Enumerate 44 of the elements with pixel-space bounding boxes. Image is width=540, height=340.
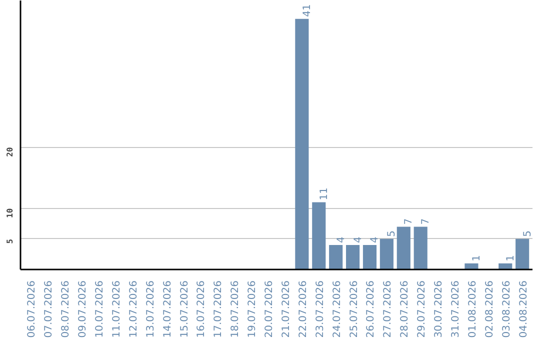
x-tick-label: 20.07.2026 <box>264 280 276 338</box>
data-label: 41 <box>302 4 313 17</box>
x-tick-label: 18.07.2026 <box>230 280 242 338</box>
x-tick-label: 19.07.2026 <box>247 280 258 338</box>
data-label: 5 <box>386 230 398 237</box>
x-tick-label: 27.07.2026 <box>382 280 394 338</box>
x-tick-label: 17.07.2026 <box>213 280 224 338</box>
x-tick-label: 11.07.2026 <box>111 280 122 338</box>
x-tick-label: 15.07.2026 <box>179 280 190 338</box>
x-tick-label: 08.07.2026 <box>60 280 72 338</box>
x-tick-label: 31.07.2026 <box>450 280 462 338</box>
x-tick-label: 25.07.2026 <box>348 280 360 338</box>
x-tick-label: 21.07.2026 <box>280 280 292 338</box>
x-tick-label: 29.07.2026 <box>416 280 428 338</box>
data-label: 11 <box>318 188 330 200</box>
x-tick-label: 07.07.2026 <box>44 280 55 338</box>
x-tick-label: 04.08.2026 <box>518 280 530 338</box>
x-tick-label: 26.07.2026 <box>366 280 377 338</box>
x-tick-label: 23.07.2026 <box>314 280 326 338</box>
x-tick-label: 10.07.2026 <box>94 280 106 338</box>
data-label: 1 <box>505 255 516 262</box>
x-tick-label: 01.08.2026 <box>467 280 478 338</box>
x-tick-label: 02.08.2026 <box>484 280 496 338</box>
data-label: 5 <box>522 230 534 237</box>
x-tick-label: 30.07.2026 <box>434 280 445 338</box>
x-tick-label: 06.07.2026 <box>26 280 38 338</box>
x-tick-label: 03.08.2026 <box>501 280 512 338</box>
x-tick-label: 28.07.2026 <box>400 280 411 338</box>
data-label: 4 <box>370 236 381 244</box>
x-tick-label: 24.07.2026 <box>332 280 343 338</box>
x-tick-label: 16.07.2026 <box>196 280 208 338</box>
y-tick-label: 10 <box>6 208 14 218</box>
data-label: 1 <box>471 255 482 262</box>
data-label: 7 <box>404 218 415 225</box>
x-tick-label: 12.07.2026 <box>128 280 140 338</box>
data-label: 4 <box>352 236 364 244</box>
data-label: 4 <box>336 236 347 244</box>
data-label: 7 <box>420 218 432 225</box>
y-tick-label: 20 <box>6 147 14 157</box>
y-tick-label: 5 <box>6 238 14 244</box>
x-tick-label: 09.07.2026 <box>78 280 89 338</box>
x-tick-label: 22.07.2026 <box>298 280 309 338</box>
x-tick-label: 13.07.2026 <box>145 280 156 338</box>
x-tick-label: 14.07.2026 <box>162 280 174 338</box>
